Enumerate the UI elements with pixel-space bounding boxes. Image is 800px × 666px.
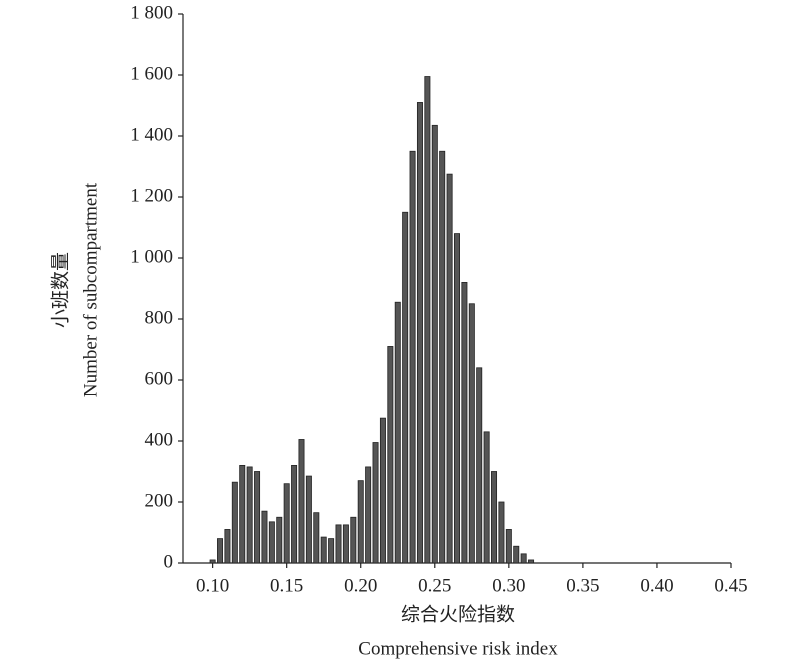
bar — [528, 559, 535, 564]
y-axis-label-cn: 小班数量 — [49, 252, 71, 328]
y-tick-label: 800 — [145, 307, 174, 328]
y-tick-label: 1 000 — [130, 246, 173, 267]
bar — [365, 466, 372, 564]
bar — [454, 233, 460, 564]
y-tick-label: 600 — [145, 368, 174, 389]
bar — [246, 466, 253, 564]
bar — [461, 281, 468, 564]
x-tick-label: 0.20 — [344, 575, 377, 596]
bar — [416, 102, 423, 564]
y-axis-label-en: Number of subcompartment — [80, 182, 101, 397]
bar — [424, 76, 431, 564]
x-axis-label-en: Comprehensive risk index — [358, 638, 558, 659]
bar — [483, 431, 490, 564]
bar — [409, 150, 416, 564]
bar — [357, 480, 364, 564]
bar — [313, 512, 320, 564]
bar — [335, 524, 342, 564]
bar — [498, 501, 505, 564]
bar — [268, 521, 275, 564]
bar — [217, 538, 224, 564]
bar — [305, 475, 312, 564]
bar — [231, 481, 238, 564]
bar — [431, 124, 438, 564]
bar — [350, 516, 357, 564]
bar — [320, 536, 327, 564]
x-tick-label: 0.10 — [196, 575, 229, 596]
bar — [387, 346, 394, 564]
x-tick-label: 0.30 — [492, 575, 525, 596]
y-tick-label: 1 600 — [130, 63, 173, 84]
bar — [298, 439, 305, 564]
y-tick-label: 200 — [145, 490, 174, 511]
y-tick-label: 1 400 — [130, 124, 173, 145]
bar — [520, 553, 527, 564]
bar — [402, 211, 409, 564]
bar — [254, 471, 261, 564]
bar — [446, 173, 453, 564]
bar — [439, 150, 446, 564]
x-tick-label: 0.35 — [566, 575, 599, 596]
bar — [276, 516, 283, 564]
bar — [342, 524, 349, 564]
bar — [239, 464, 246, 564]
bar — [394, 301, 401, 564]
x-tick-label: 0.45 — [714, 575, 747, 596]
bar — [261, 510, 268, 564]
y-tick-label: 400 — [145, 429, 174, 450]
bar — [224, 529, 231, 564]
y-tick-label: 1 800 — [130, 2, 173, 23]
bar — [372, 442, 379, 564]
bar — [476, 367, 483, 564]
bar — [491, 471, 498, 564]
bar — [209, 559, 216, 564]
bar — [379, 417, 386, 564]
bar — [291, 464, 298, 564]
bar — [328, 538, 335, 564]
bar — [513, 545, 520, 564]
x-tick-label: 0.15 — [270, 575, 303, 596]
bar — [283, 483, 290, 564]
x-axis-label-cn: 综合火险指数 — [401, 603, 515, 625]
bar — [505, 529, 512, 564]
y-tick-label: 0 — [164, 551, 174, 572]
bar — [468, 303, 475, 564]
x-tick-label: 0.25 — [418, 575, 451, 596]
x-tick-label: 0.40 — [640, 575, 673, 596]
y-tick-label: 1 200 — [130, 185, 173, 206]
